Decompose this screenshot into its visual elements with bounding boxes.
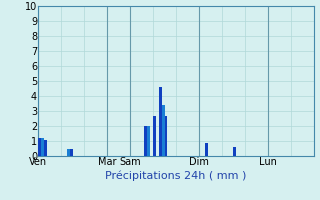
Bar <box>41 138 44 156</box>
Bar <box>205 142 208 156</box>
X-axis label: Précipitations 24h ( mm ): Précipitations 24h ( mm ) <box>105 170 247 181</box>
Bar <box>153 116 156 156</box>
Bar <box>144 126 147 156</box>
Bar <box>44 140 47 156</box>
Bar <box>70 148 73 156</box>
Bar <box>147 126 150 156</box>
Bar <box>162 105 164 156</box>
Bar <box>67 148 70 156</box>
Bar <box>164 116 167 156</box>
Bar <box>159 87 162 156</box>
Bar <box>233 147 236 156</box>
Bar <box>38 138 41 156</box>
